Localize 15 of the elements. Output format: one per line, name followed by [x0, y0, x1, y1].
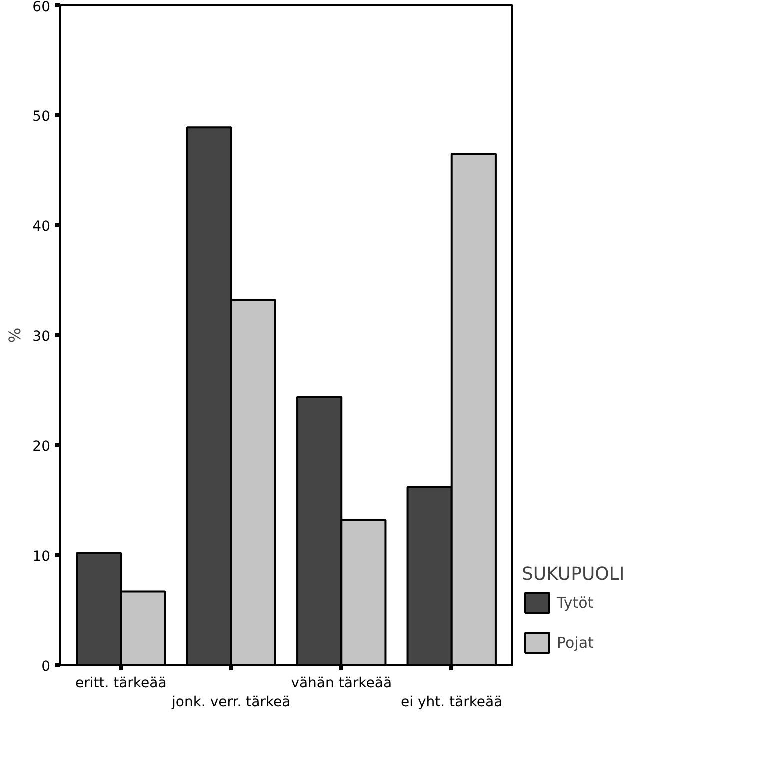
y-tick-label: 20 [32, 439, 51, 455]
legend-label: Tytöt [557, 594, 594, 612]
y-tick-label: 40 [32, 219, 51, 235]
x-tick-label: vähän tärkeää [291, 676, 392, 692]
legend-label: Pojat [557, 634, 594, 652]
y-axis-title: % [6, 328, 25, 344]
y-tick-label: 30 [32, 329, 51, 345]
x-tick-label: eritt. tärkeää [75, 676, 167, 692]
y-tick-label: 0 [42, 659, 51, 675]
x-tick-label: jonk. verr. tärkeä [171, 694, 291, 711]
y-tick-label: 50 [32, 109, 51, 125]
x-tick-label: ei yht. tärkeää [401, 694, 503, 711]
y-tick-label: 10 [32, 549, 51, 565]
legend-title: SUKUPUOLI [522, 564, 625, 585]
y-tick-label: 60 [32, 0, 51, 16]
